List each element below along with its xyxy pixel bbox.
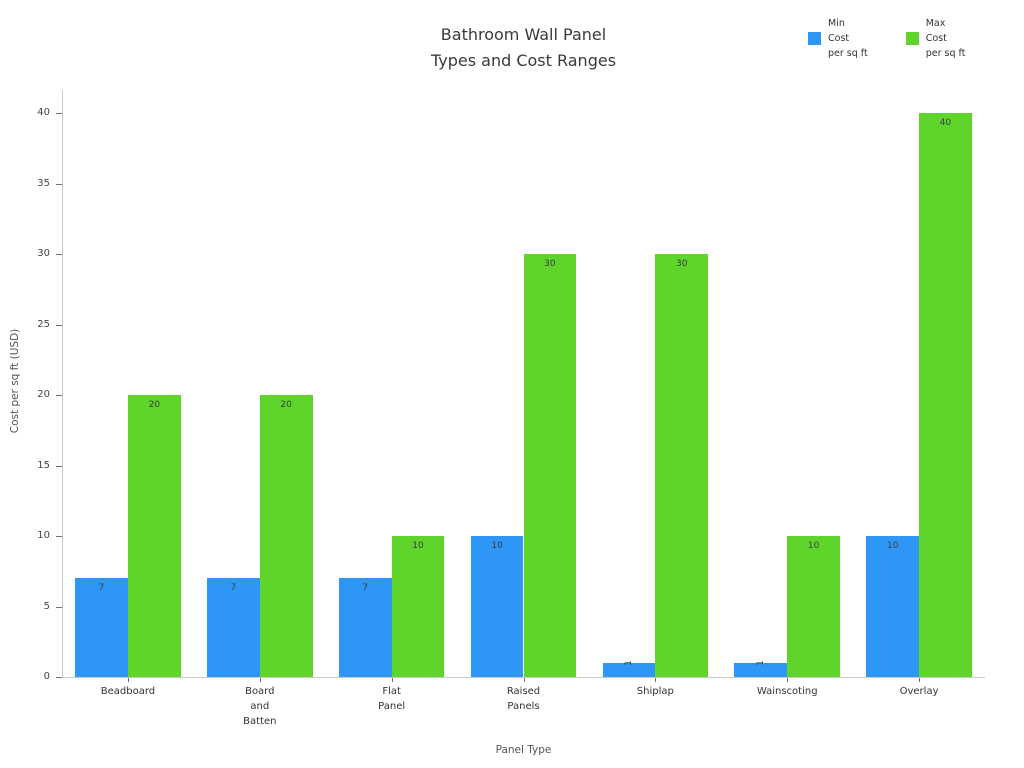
x-tick-label: Board and Batten xyxy=(243,686,277,727)
bar-value-label: 10 xyxy=(807,541,820,551)
y-tick-label: 15 xyxy=(37,459,50,471)
bar-max-cost xyxy=(919,113,972,677)
y-tick-mark xyxy=(56,395,62,396)
y-tick-label: 20 xyxy=(37,389,50,400)
y-axis-label: Cost per sq ft (USD) xyxy=(9,328,21,434)
y-tick-mark xyxy=(56,254,62,255)
y-tick-mark xyxy=(56,465,62,467)
bar-max-cost xyxy=(259,395,313,677)
bar-min-cost xyxy=(866,536,920,677)
legend-swatch-icon xyxy=(808,32,821,45)
bar-value-label: 10 xyxy=(491,541,503,551)
bar-min-cost xyxy=(75,578,128,677)
bar-value-label: 7 xyxy=(230,583,237,594)
bar-value-label: 10 xyxy=(886,541,899,551)
x-axis-spine xyxy=(62,677,985,678)
bar-value-label: 1 xyxy=(755,660,766,666)
legend-item-min-cost: Min Cost per sq ft xyxy=(808,16,868,61)
bar-max-cost xyxy=(127,395,181,677)
bar-value-label: 7 xyxy=(362,583,369,594)
bar-min-cost xyxy=(602,662,656,677)
bar-min-cost xyxy=(734,662,788,677)
x-axis-label: Panel Type xyxy=(495,744,552,756)
y-tick-label: 5 xyxy=(43,600,50,612)
bar-value-label: 10 xyxy=(412,541,424,551)
bar-value-label: 1 xyxy=(623,660,634,666)
y-tick-label: 10 xyxy=(37,530,50,541)
bar-value-label: 20 xyxy=(148,400,161,410)
x-tick-mark xyxy=(259,678,261,682)
x-tick-label: Wainscoting xyxy=(756,686,818,697)
bar-min-cost xyxy=(207,578,260,677)
x-tick-mark xyxy=(655,678,657,682)
bar-max-cost xyxy=(787,536,840,677)
bar-value-label: 30 xyxy=(544,259,556,269)
bar-min-cost xyxy=(470,536,524,677)
x-tick-label: Beadboard xyxy=(100,686,156,697)
x-tick-label: Flat Panel xyxy=(378,686,406,712)
bar-value-label: 7 xyxy=(98,583,105,594)
y-tick-label: 0 xyxy=(43,671,50,682)
y-tick-label: 25 xyxy=(37,318,50,330)
y-tick-mark xyxy=(56,536,62,537)
chart-title-line-1: Bathroom Wall Panel xyxy=(440,25,607,44)
chart-title-line-2: Types and Cost Ranges xyxy=(430,51,617,70)
legend-label: Max Cost per sq ft xyxy=(925,18,966,59)
y-tick-mark xyxy=(56,606,62,608)
bar-value-label: 30 xyxy=(675,259,688,269)
legend-swatch-icon xyxy=(905,32,919,45)
bar-value-label: 40 xyxy=(939,118,952,128)
chart-title: Bathroom Wall Panel Types and Cost Range… xyxy=(62,22,985,74)
y-tick-label: 35 xyxy=(37,177,50,189)
bar-min-cost xyxy=(338,578,392,677)
y-tick-label: 30 xyxy=(37,248,50,259)
bar-max-cost xyxy=(523,254,577,677)
y-tick-mark xyxy=(56,677,62,678)
legend-item-max-cost: Max Cost per sq ft xyxy=(905,16,966,61)
bar-max-cost xyxy=(655,254,709,677)
x-tick-label: Raised Panels xyxy=(506,686,541,712)
bar-max-cost xyxy=(391,536,445,677)
x-tick-mark xyxy=(391,678,393,682)
bar-value-label: 20 xyxy=(280,400,292,410)
y-tick-mark xyxy=(56,113,62,114)
x-tick-mark xyxy=(919,678,921,682)
x-tick-label: Shiplap xyxy=(636,686,674,697)
y-tick-mark xyxy=(56,324,62,326)
x-tick-mark xyxy=(523,678,525,682)
y-axis-spine xyxy=(62,90,63,677)
y-tick-mark xyxy=(56,183,62,185)
x-tick-mark xyxy=(127,678,129,682)
x-tick-mark xyxy=(787,678,789,682)
legend: Min Cost per sq ft Max Cost per sq ft xyxy=(808,16,965,61)
y-tick-label: 40 xyxy=(37,107,50,118)
legend-label: Min Cost per sq ft xyxy=(828,18,868,59)
x-tick-label: Overlay xyxy=(899,686,939,697)
